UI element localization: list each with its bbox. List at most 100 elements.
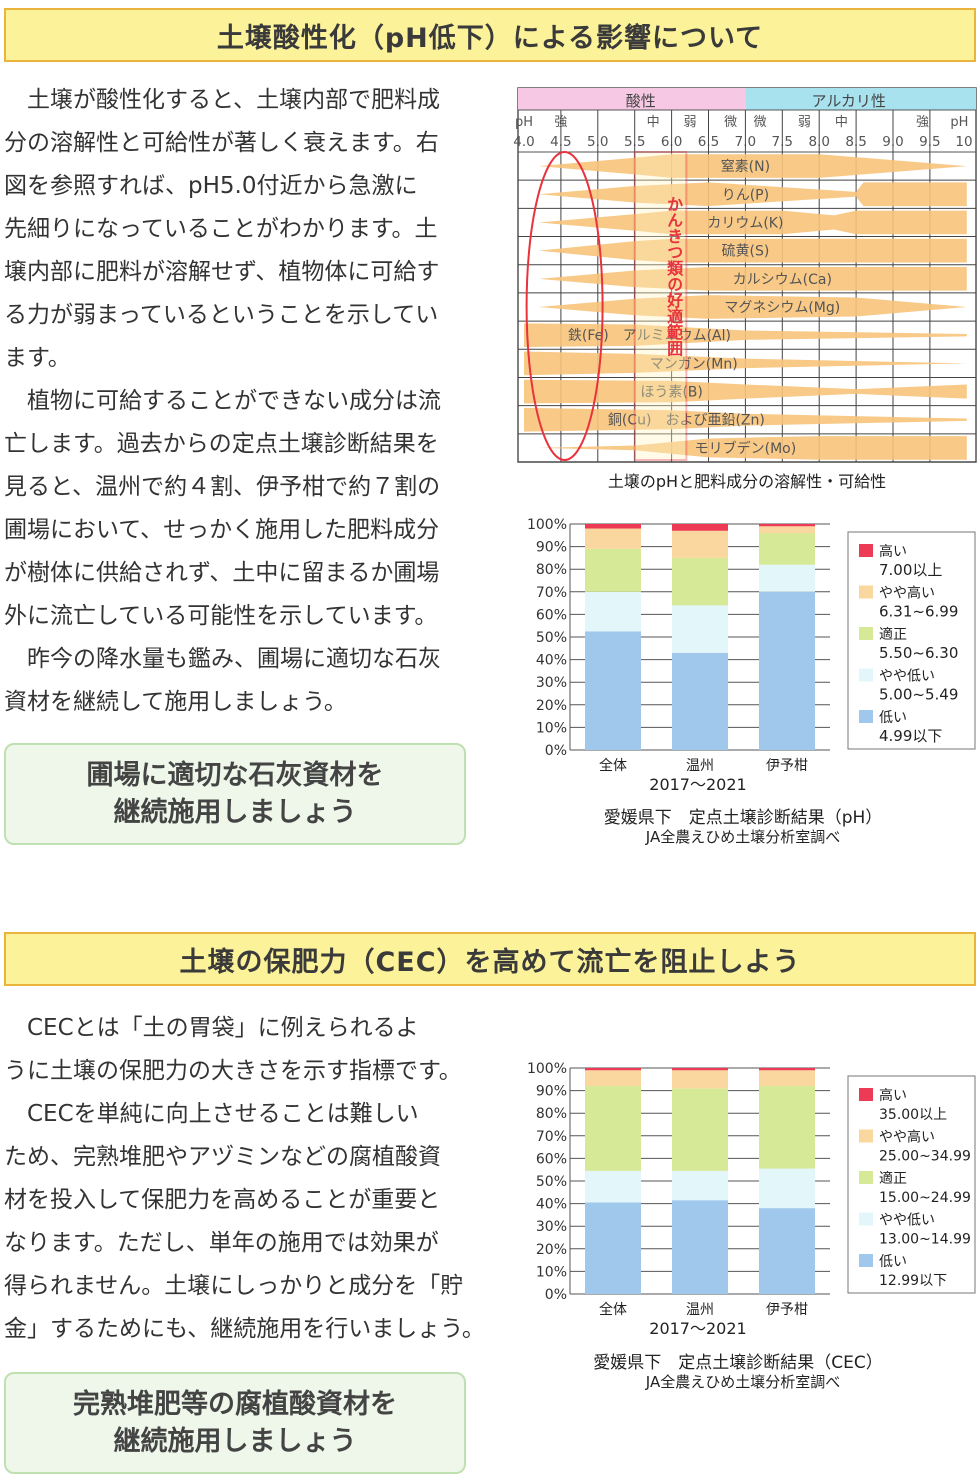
acid-label: 酸性 [626, 92, 656, 110]
section2-body: CECとは「土の胃袋」に例えられるよ うに土壌の保肥力の大きさを示す指標です。 C… [4, 1007, 485, 1351]
y-tick-label: 20% [536, 698, 567, 714]
bar-segment [585, 1068, 641, 1071]
bar-segment [585, 1086, 641, 1171]
body-line: 亡します。過去からの定点土壌診断結果を [4, 431, 439, 457]
body-line: 資材を継続して施用しましょう。 [4, 689, 347, 715]
legend-swatch [859, 710, 873, 723]
nutrient-band [538, 295, 967, 319]
x-category-label: 全体 [599, 757, 627, 774]
nutrient-band [524, 407, 967, 432]
nutrient-label: マグネシウム(Mg) [724, 300, 840, 316]
legend-swatch [859, 1212, 873, 1226]
bar-segment [585, 1202, 641, 1294]
bar-segment [759, 526, 815, 534]
bar-segment [672, 557, 728, 606]
legend-range: 13.00~14.99 [879, 1232, 971, 1248]
section2-callout: 完熟堆肥等の腐植酸資材を 継続施用しましょう [4, 1372, 466, 1474]
strength-label: 中 [647, 115, 660, 130]
body-line: ます。 [4, 345, 71, 371]
y-tick-label: 40% [536, 1197, 567, 1213]
ph-stacked-bar-chart: 0% 10% 20% 30% 40% 50% 60% 70% 80% 90% 100% 全体 温州 伊予柑… [527, 517, 976, 794]
legend-name: やや低い [879, 669, 935, 685]
callout-line: 継続施用しましょう [113, 1426, 357, 1457]
bar-segment [759, 1168, 815, 1209]
body-line: 金」するためにも、継続施用を行いましょう。 [4, 1316, 485, 1342]
legend-name: 低い [879, 710, 907, 726]
bar-segment [585, 548, 641, 592]
nutrient-band [538, 238, 967, 263]
strength-label: 中 [835, 115, 848, 130]
x-axis-label: 2017～2021 [649, 1319, 746, 1338]
nutrient-label: 窒素(N) [721, 158, 770, 175]
legend-range: 4.99以下 [879, 727, 942, 745]
legend-range: 25.00~34.99 [879, 1149, 971, 1165]
body-line: 図を参照すれば、pH5.0付近から急激に [4, 173, 418, 199]
acid-header [518, 88, 746, 110]
legend-range: 12.99以下 [879, 1273, 947, 1289]
nutrient-label: 鉄(Fe) アルミニウム(Al) [568, 328, 731, 344]
bar-segment [759, 533, 815, 565]
legend-range: 7.00以上 [879, 561, 942, 579]
body-line: CECを単純に向上させることは難しい [4, 1101, 419, 1127]
optimal-range-box [633, 151, 688, 461]
alkali-label: アルカリ性 [812, 92, 886, 110]
x-axis-label: 2017～2021 [649, 775, 746, 794]
bar-segment [672, 1170, 728, 1201]
strength-label: 微 [754, 115, 767, 130]
x-category-label: 全体 [599, 1301, 627, 1318]
nutrient-label: マンガン(Mn) [650, 356, 738, 372]
y-tick-label: 0% [545, 743, 567, 759]
x-category-label: 伊予柑 [766, 758, 808, 774]
legend-swatch [859, 1254, 873, 1267]
strength-label: pH [950, 115, 968, 130]
section1-title: 土壌酸性化（pH低下）による影響について [4, 8, 976, 62]
bar-segment [672, 1070, 728, 1089]
section2-title: 土壌の保肥力（CEC）を高めて流亡を阻止しよう [4, 932, 976, 986]
chart-title: 愛媛県下 定点土壌診断結果（pH） [603, 808, 883, 828]
bar-segment [672, 1088, 728, 1171]
legend-name: やや高い [879, 1129, 935, 1146]
legend-swatch [859, 585, 873, 599]
bar-segment [585, 631, 641, 750]
bar-segment [672, 524, 728, 531]
legend-name: 適正 [879, 626, 907, 643]
nutrient-band [524, 323, 967, 348]
y-tick-label: 100% [527, 517, 567, 533]
body-line: 昨今の降水量も鑑み、圃場に適切な石灰 [4, 646, 441, 672]
bar-segment [759, 524, 815, 527]
nutrient-band [538, 154, 967, 178]
nutrient-label: りん(P) [722, 187, 769, 203]
x-category-label: 温州 [686, 758, 714, 774]
bar-segment [585, 591, 641, 632]
legend-name: やや高い [879, 585, 935, 602]
body-line: なります。ただし、単年の施用では効果が [4, 1230, 439, 1256]
ph-tick-label: 10 [955, 134, 972, 150]
bar-segment [759, 1070, 815, 1087]
legend-swatch [859, 1129, 873, 1143]
alkali-header [745, 88, 976, 110]
body-line: 見ると、温州で約４割、伊予柑で約７割の [4, 474, 441, 500]
body-line: 得られません。土壌にしっかりと成分を「貯 [4, 1273, 464, 1299]
y-tick-label: 80% [536, 562, 567, 578]
nutrient-label: 硫黄(S) [721, 243, 769, 260]
y-tick-label: 50% [536, 630, 567, 646]
y-tick-label: 50% [536, 1174, 567, 1190]
body-line: 先細りになっていることがわかります。土 [4, 216, 438, 242]
legend-swatch [859, 627, 873, 640]
body-line: 壌内部に肥料が溶解せず、植物体に可給す [4, 259, 440, 285]
ph-tick-label: 4.0 [513, 134, 534, 150]
x-category-label: 温州 [686, 1302, 714, 1318]
section1-body: 土壌が酸性化すると、土壌内部で肥料成 分の溶解性と可給性が著しく衰えます。右 図を参… [4, 79, 474, 724]
ph-diagram-caption: 土壌のpHと肥料成分の溶解性・可給性 [607, 472, 887, 491]
y-tick-label: 60% [536, 1151, 567, 1167]
body-line: 分の溶解性と可給性が著しく衰えます。右 [4, 130, 439, 156]
legend-range: 5.00~5.49 [879, 686, 958, 704]
y-tick-label: 90% [536, 540, 567, 556]
legend-name: 高い [879, 543, 907, 560]
cec-stacked-bar-chart: 0% 10% 20% 30% 40% 50% 60% 70% 80% 90% 100% 全体 温州 伊予柑… [527, 1061, 976, 1338]
ph-solubility-diagram: 酸性 アルカリ性pH 強中弱微微弱中強 pH4.0 4.5 5.0 5.5 6.0 6.5 7.0… [513, 87, 977, 463]
body-line: 土壌が酸性化すると、土壌内部で肥料成 [4, 87, 441, 113]
strength-label: 弱 [798, 115, 811, 130]
bar-segment [759, 1208, 815, 1294]
bar-segment [759, 564, 815, 592]
